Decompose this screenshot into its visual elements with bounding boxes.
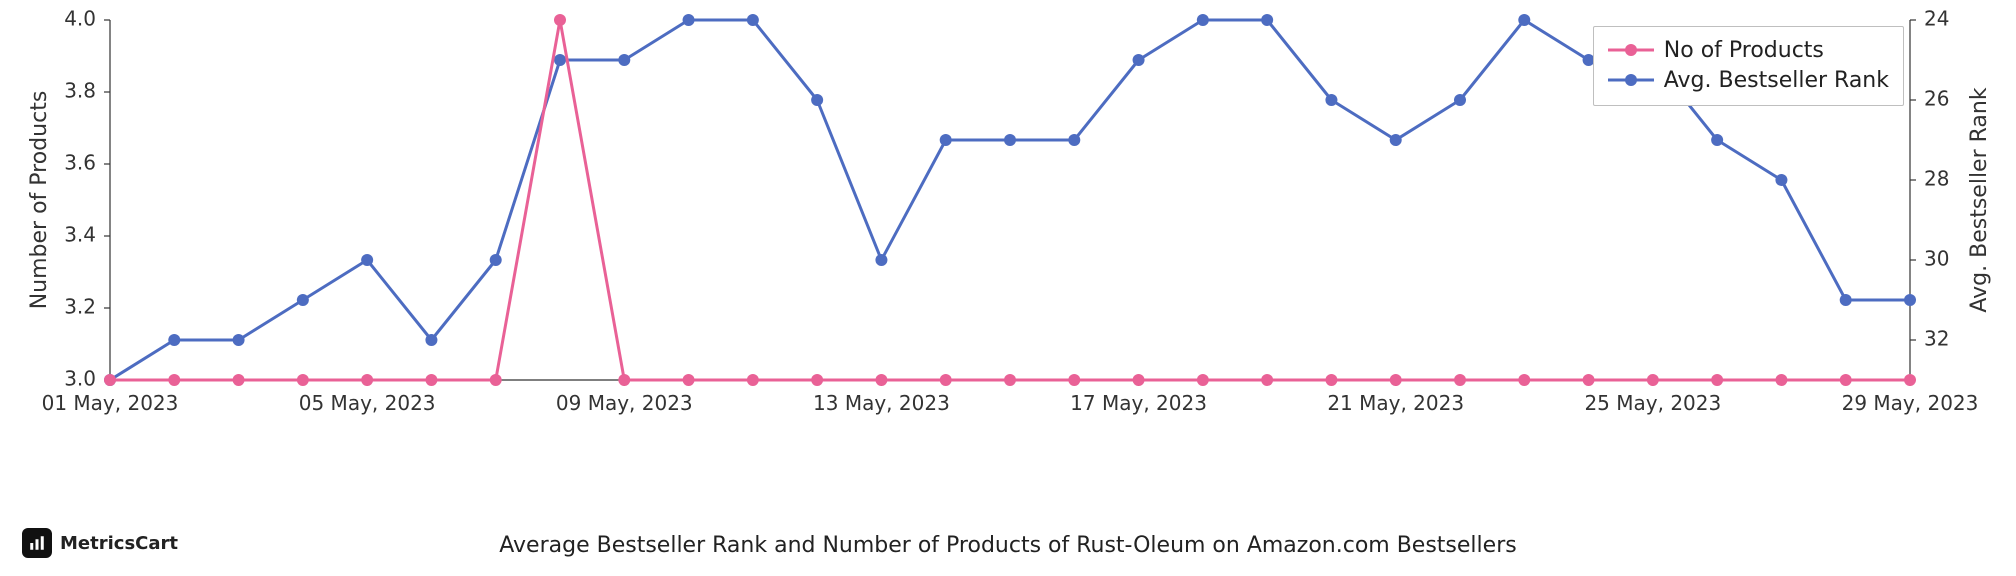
products-series-marker xyxy=(1325,374,1337,386)
y-right-axis-label: Avg. Bestseller Rank xyxy=(1967,87,1992,312)
products-series-marker xyxy=(1390,374,1402,386)
rank-series-marker xyxy=(747,14,759,26)
products-series-marker xyxy=(683,374,695,386)
products-series-marker xyxy=(618,374,630,386)
legend: No of Products Avg. Bestseller Rank xyxy=(1593,26,1904,106)
products-series-marker xyxy=(1068,374,1080,386)
y-right-tick-label: 28 xyxy=(1924,167,1949,191)
rank-series-marker xyxy=(1711,134,1723,146)
brand-logo-icon xyxy=(22,528,52,558)
x-tick-label: 13 May, 2023 xyxy=(813,391,950,415)
rank-series-marker xyxy=(1261,14,1273,26)
products-series-marker xyxy=(1004,374,1016,386)
rank-series-marker xyxy=(168,334,180,346)
legend-label: Avg. Bestseller Rank xyxy=(1664,68,1889,93)
rank-series-marker xyxy=(618,54,630,66)
rank-series-marker xyxy=(297,294,309,306)
products-series-marker xyxy=(1261,374,1273,386)
rank-series-marker xyxy=(811,94,823,106)
products-series-marker xyxy=(1133,374,1145,386)
footer-brand: MetricsCart xyxy=(22,528,178,558)
rank-series-marker xyxy=(1068,134,1080,146)
x-tick-label: 01 May, 2023 xyxy=(42,391,179,415)
products-series-marker xyxy=(104,374,116,386)
products-series-marker xyxy=(1583,374,1595,386)
legend-item-products: No of Products xyxy=(1608,35,1889,65)
rank-series-marker xyxy=(1004,134,1016,146)
products-series-marker xyxy=(490,374,502,386)
y-left-tick-label: 4.0 xyxy=(64,7,96,31)
brand-name: MetricsCart xyxy=(60,533,178,554)
products-series-marker xyxy=(233,374,245,386)
y-left-tick-label: 3.8 xyxy=(64,79,96,103)
products-series-marker xyxy=(1904,374,1916,386)
x-tick-label: 21 May, 2023 xyxy=(1327,391,1464,415)
products-series-marker xyxy=(1518,374,1530,386)
y-left-tick-label: 3.4 xyxy=(64,223,96,247)
rank-series-marker xyxy=(490,254,502,266)
products-series-marker xyxy=(1775,374,1787,386)
rank-series-marker xyxy=(1390,134,1402,146)
products-series-marker xyxy=(940,374,952,386)
y-right-tick-label: 24 xyxy=(1924,7,1949,31)
rank-series-marker xyxy=(940,134,952,146)
rank-series-marker xyxy=(554,54,566,66)
legend-swatch-products xyxy=(1608,40,1654,60)
x-tick-label: 25 May, 2023 xyxy=(1584,391,1721,415)
rank-series-marker xyxy=(1904,294,1916,306)
x-tick-label: 09 May, 2023 xyxy=(556,391,693,415)
products-series-marker xyxy=(875,374,887,386)
rank-series-marker xyxy=(1325,94,1337,106)
x-tick-label: 17 May, 2023 xyxy=(1070,391,1207,415)
products-series-marker xyxy=(1711,374,1723,386)
products-series-marker xyxy=(361,374,373,386)
rank-series-marker xyxy=(361,254,373,266)
x-tick-label: 05 May, 2023 xyxy=(299,391,436,415)
y-right-tick-label: 30 xyxy=(1924,247,1949,271)
legend-label: No of Products xyxy=(1664,38,1824,63)
rank-series-marker xyxy=(1775,174,1787,186)
products-series-marker xyxy=(811,374,823,386)
y-right-tick-label: 32 xyxy=(1924,327,1949,351)
rank-series-marker xyxy=(1518,14,1530,26)
x-tick-label: 29 May, 2023 xyxy=(1842,391,1979,415)
rank-series-marker xyxy=(1840,294,1852,306)
rank-series-marker xyxy=(425,334,437,346)
y-left-tick-label: 3.6 xyxy=(64,151,96,175)
products-series-marker xyxy=(1647,374,1659,386)
y-left-tick-label: 3.2 xyxy=(64,295,96,319)
legend-item-rank: Avg. Bestseller Rank xyxy=(1608,65,1889,95)
y-left-tick-label: 3.0 xyxy=(64,367,96,391)
rank-series-marker xyxy=(683,14,695,26)
products-series-marker xyxy=(1454,374,1466,386)
products-series-marker xyxy=(1840,374,1852,386)
rank-series-marker xyxy=(233,334,245,346)
rank-series-marker xyxy=(1133,54,1145,66)
rank-series-marker xyxy=(1454,94,1466,106)
products-series-marker xyxy=(554,14,566,26)
products-series-marker xyxy=(168,374,180,386)
y-right-tick-label: 26 xyxy=(1924,87,1949,111)
products-series-marker xyxy=(747,374,759,386)
products-series-marker xyxy=(297,374,309,386)
chart-caption: Average Bestseller Rank and Number of Pr… xyxy=(0,533,2016,558)
chart-container: 3.0 3.2 3.4 3.6 3.8 4.0 Number of Products 24 26… xyxy=(0,0,2016,576)
rank-series-marker xyxy=(875,254,887,266)
products-series-marker xyxy=(425,374,437,386)
products-series-marker xyxy=(1197,374,1209,386)
legend-swatch-rank xyxy=(1608,70,1654,90)
y-left-axis-label: Number of Products xyxy=(27,91,52,310)
rank-series-marker xyxy=(1197,14,1209,26)
